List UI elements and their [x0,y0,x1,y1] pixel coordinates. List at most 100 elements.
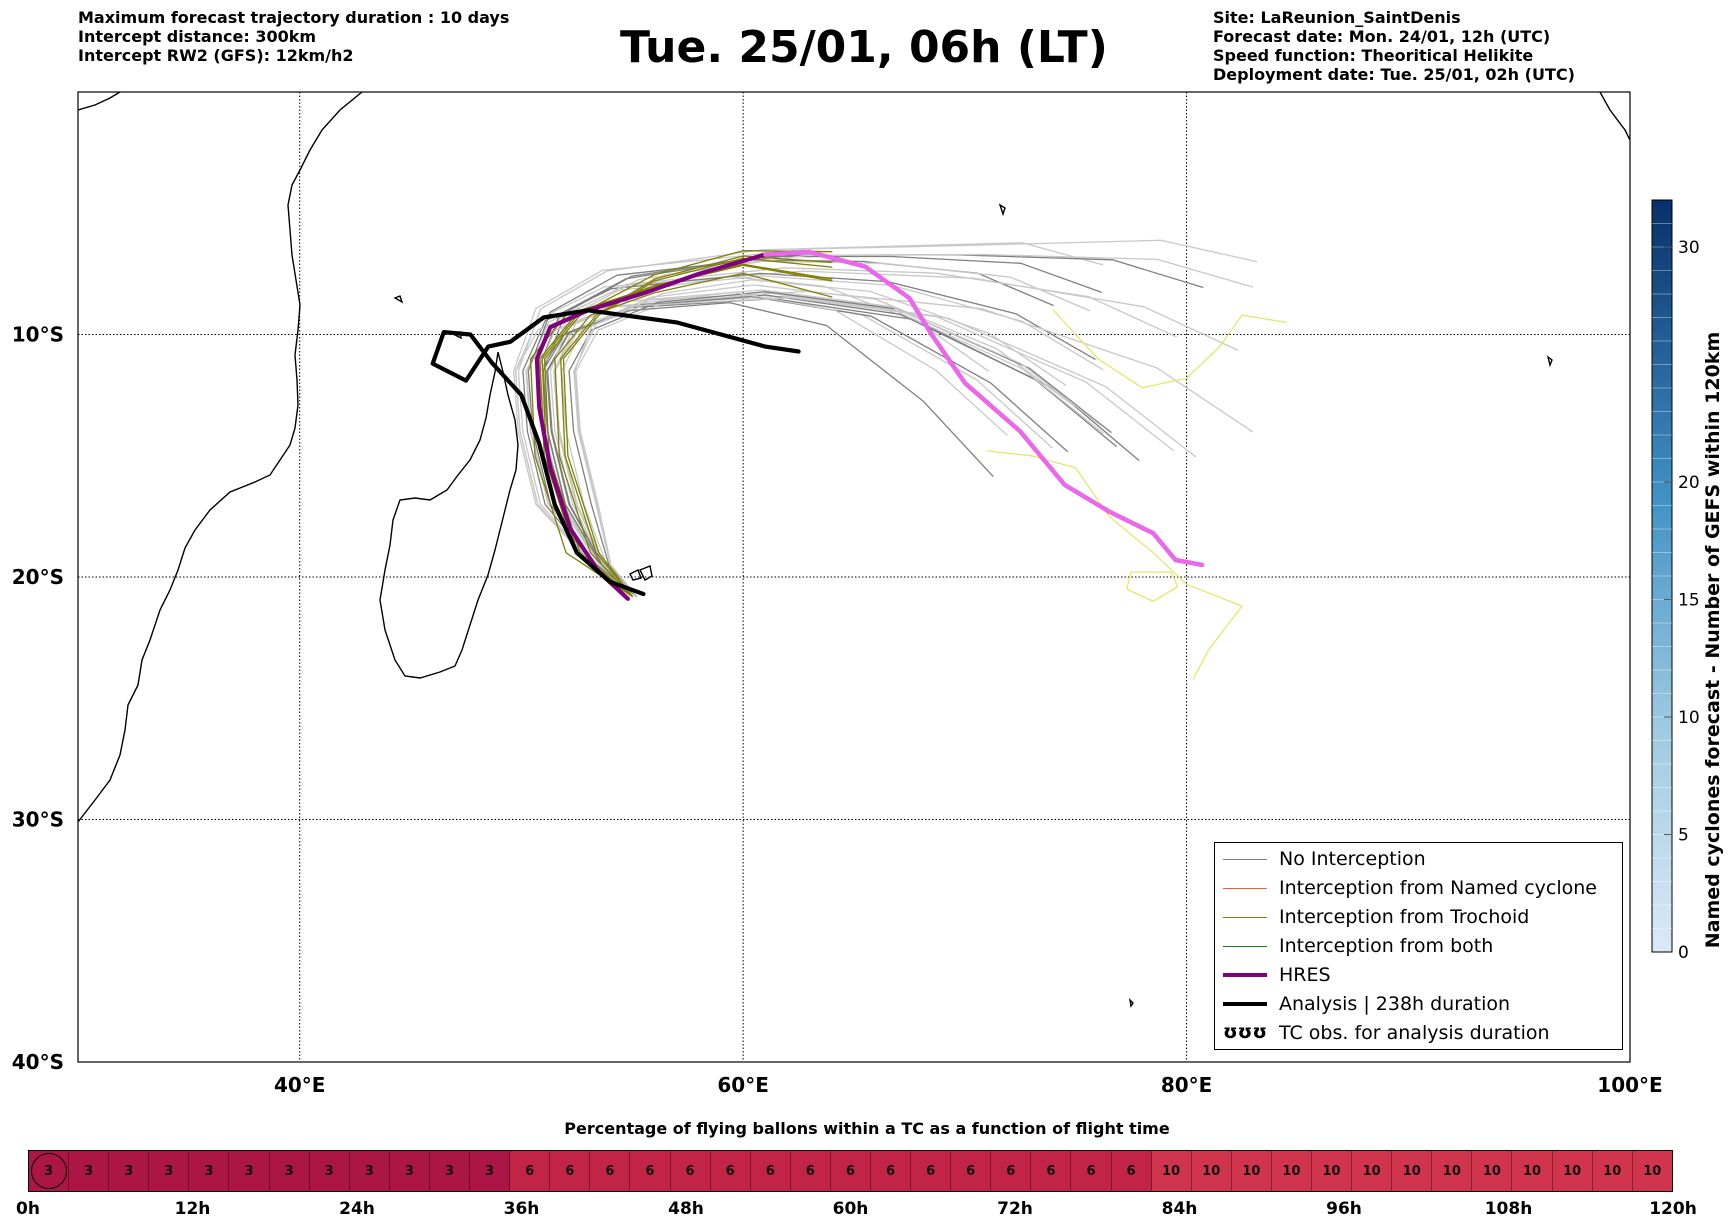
flight-cell: 10 [1352,1151,1393,1191]
legend-item-both: Interception from both [1215,932,1622,961]
legend-swatch [1223,946,1267,947]
flight-cell: 3 [189,1151,230,1191]
ensemble-trajectory [546,295,1069,598]
x-tick-label: 60°E [717,1073,769,1097]
flight-cell: 6 [911,1151,952,1191]
flight-cell: 3 [29,1151,70,1191]
madagascar-coast [379,351,519,679]
flight-cell: 6 [630,1151,671,1191]
flight-cell: 3 [69,1151,110,1191]
gefs-colorbar: 0 5 10 15 20 30 [1651,199,1700,963]
tc-marker-icon [30,1153,67,1189]
trochoid-trajectory [554,272,833,598]
flight-time-label: 60h [832,1199,869,1219]
flight-cell: 6 [750,1151,791,1191]
flight-cell: 10 [1552,1151,1593,1191]
legend-swatch [1223,917,1267,918]
ensemble-trajectory [537,259,1054,598]
trochoid-trajectory [541,250,833,598]
x-tick-label: 100°E [1597,1073,1662,1097]
intercept-distance-text: Intercept distance: 300km [78,27,317,46]
legend-item-trochoid: Interception from Trochoid [1215,903,1622,932]
legend-label: No Interception [1279,848,1426,870]
y-tick-label: 30°S [12,808,64,832]
coastlines [78,92,1630,1008]
max-duration-text: Maximum forecast trajectory duration : 1… [78,8,510,27]
mauritius [639,565,653,581]
legend-item-named-cyclone: Interception from Named cyclone [1215,874,1622,903]
colorbar-tick-label: 15 [1678,591,1700,611]
flight-cell: 10 [1632,1151,1672,1191]
ensemble-trajectory [525,297,1197,598]
flight-time-label: 24h [339,1199,375,1219]
flight-cell: 6 [710,1151,751,1191]
flight-cell: 3 [229,1151,270,1191]
axis-labels: 40°E 60°E 80°E 100°E 10°S 20°S 30°S 40°S [12,323,1663,1098]
flight-cell: 3 [109,1151,150,1191]
flight-cell: 10 [1151,1151,1192,1191]
trajectories [430,239,1287,680]
y-tick-label: 40°S [12,1050,64,1074]
flight-cell: 10 [1271,1151,1312,1191]
ensemble-trajectory [542,298,1140,598]
flight-percentage-bar: 3 3 3 3 3 3 3 3 3 3 3 3 6 6 6 6 6 6 6 6 6 6 6 6 6 6 6 6 10 10 10 10 10 10… [28,1150,1673,1192]
flight-cell: 6 [590,1151,631,1191]
flight-cell: 10 [1191,1151,1232,1191]
legend-swatch [1223,888,1267,889]
flight-cell: 6 [830,1151,871,1191]
legend-label: Interception from Named cyclone [1279,877,1597,899]
amsterdam-island [1128,997,1134,1008]
flight-time-label: 84h [1161,1199,1198,1219]
flight-cell: 10 [1392,1151,1433,1191]
flight-cell: 3 [309,1151,350,1191]
flight-time-label: 48h [668,1199,704,1219]
site-text: Site: LaReunion_SaintDenis [1213,8,1461,27]
flight-cell: 10 [1312,1151,1353,1191]
arabia-coast [78,92,121,111]
legend-item-hres: HRES [1215,961,1622,990]
chagos [1546,355,1553,368]
flight-cell: 6 [1031,1151,1072,1191]
trochoid-trajectory [1126,571,1179,602]
flight-cell: 10 [1432,1151,1473,1191]
ensemble-trajectory [575,291,1104,598]
seychelles [393,295,404,304]
flight-time-label: 36h [503,1199,540,1219]
colorbar-tick-label: 20 [1678,473,1700,493]
flight-time-label: 0h [16,1199,40,1219]
legend-swatch [1223,973,1267,977]
flight-cell: 3 [429,1151,471,1191]
colorbar-label: Named cyclones forecast - Number of GEFS… [1702,331,1724,949]
flight-cell: 3 [470,1151,511,1191]
flight-cell: 10 [1512,1151,1553,1191]
ensemble-trajectory [517,242,1104,598]
flight-cell: 6 [1111,1151,1152,1191]
ensemble-trajectory [573,279,1067,598]
flight-cell: 10 [1472,1151,1513,1191]
flight-cell: 6 [870,1151,912,1191]
colorbar-tick-label: 30 [1678,238,1700,258]
legend-label: HRES [1279,964,1331,986]
y-tick-label: 10°S [12,323,64,347]
colorbar-gradient [1651,199,1673,953]
ensemble-trajectory [561,284,1075,598]
legend-item-analysis: Analysis | 238h duration [1215,990,1622,1019]
flight-cell: 6 [510,1151,551,1191]
ensemble-trajectory [513,239,1258,598]
ensemble-trajectory [514,290,1254,598]
flight-cell: 3 [269,1151,310,1191]
legend-swatch [1223,1002,1267,1006]
colorbar-tick-label: 5 [1678,826,1689,846]
flight-cell: 6 [1071,1151,1112,1191]
flight-time-label: 120h [1649,1199,1697,1219]
analysis-trajectory [430,308,801,597]
flight-bar-title: Percentage of flying ballons within a TC… [564,1119,1170,1138]
australia-nw [1599,92,1630,141]
flight-cell: 10 [1231,1151,1272,1191]
flight-cell: 6 [790,1151,831,1191]
main-title: Tue. 25/01, 06h (LT) [620,22,1108,73]
hres-trajectory-tail [763,249,1205,567]
flight-time-label: 72h [997,1199,1033,1219]
forecast-date-text: Forecast date: Mon. 24/01, 12h (UTC) [1213,27,1551,46]
